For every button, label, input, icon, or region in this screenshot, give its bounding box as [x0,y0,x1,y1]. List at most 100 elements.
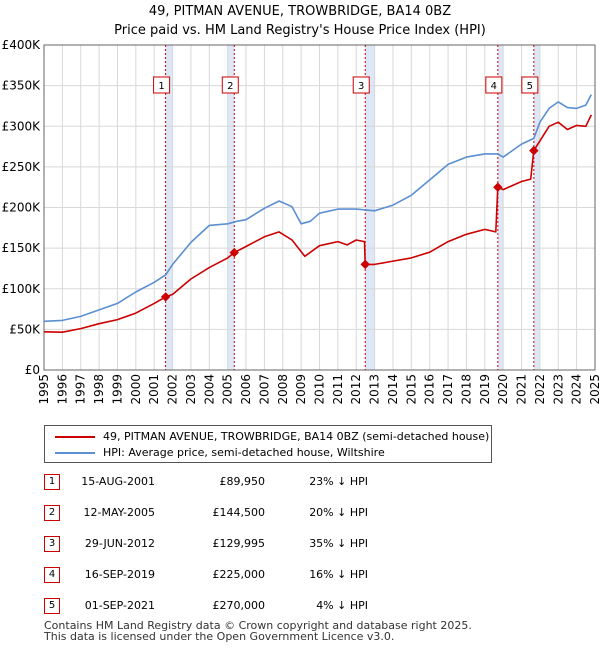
sale-marker-number: 2 [227,81,233,92]
x-tick-label: 2014 [386,374,400,405]
sale-marker-box [485,76,503,94]
y-tick-label: £200K [2,201,42,215]
property-price-line [43,114,593,333]
x-tick-label: 2002 [166,374,180,405]
sale-hpi-diff: 16% ↓ HPI [309,568,368,581]
x-tick-label: 2004 [202,374,216,405]
sale-marker-number: 1 [158,81,164,92]
sale-date: 15-AUG-2001 [81,475,155,488]
y-tick-labels: £0 £50K £100K £150K £200K £250K £300K £350K £400… [2,38,42,377]
sale-hpi-diff: 35% ↓ HPI [309,537,368,550]
x-tick-label: 2009 [294,374,308,405]
footer: Contains HM Land Registry data © Crown c… [44,620,472,642]
x-tick-label: 2003 [184,374,198,405]
y-tick-label: £150K [2,241,42,255]
sale-number-badge: 3 [44,536,60,552]
x-tick-label: 2024 [570,374,584,405]
x-tick-label: 2022 [533,374,547,405]
footer-copyright: Contains HM Land Registry data © Crown c… [44,619,472,632]
sale-marker-box [521,76,539,94]
x-tick-labels: 1995 1996 1997 1998 1999 2000 2001 2002 2003 2004… [37,374,600,405]
x-tick-label: 2021 [515,374,529,405]
sale-row: 2 12-MAY-2005 £144,500 20% ↓ HPI [0,503,600,523]
sale-price: £225,000 [212,568,266,581]
x-tick-label: 2006 [239,374,253,405]
x-tick-label: 1996 [55,374,69,405]
sale-row: 1 15-AUG-2001 £89,950 23% ↓ HPI [0,472,600,492]
plot-frame [43,44,596,371]
hpi-line [43,94,593,323]
chart-subtitle: Price paid vs. HM Land Registry's House … [114,23,486,38]
grid-lines [43,44,596,371]
x-tick-label: 2025 [588,374,600,405]
legend-swatch-hpi [55,452,95,454]
x-tick-label: 2007 [257,374,271,405]
footer-licence: This data is licensed under the Open Gov… [44,630,395,643]
x-tick-label: 2005 [221,374,235,405]
sale-row: 3 29-JUN-2012 £129,995 35% ↓ HPI [0,534,600,554]
x-tick-label: 1995 [37,374,51,405]
sale-price: £129,995 [212,537,266,550]
legend-label-property: 49, PITMAN AVENUE, TROWBRIDGE, BA14 0BZ … [103,430,490,443]
sale-point [229,247,239,258]
x-tick-label: 2008 [276,374,290,405]
series-lines [43,94,593,333]
x-tick-label: 2015 [404,374,418,405]
sale-point [493,182,503,192]
legend-swatch-property [55,436,95,438]
sale-points [160,145,539,302]
sale-hpi-diff: 4% ↓ HPI [316,599,368,612]
y-tick-label: £350K [2,79,42,93]
sale-marker-box [352,76,370,94]
y-tick-label: £50K [9,322,41,336]
legend: 49, PITMAN AVENUE, TROWBRIDGE, BA14 0BZ … [44,425,492,463]
y-tick-label: £300K [2,119,42,133]
sale-marker-number: 5 [527,81,533,92]
legend-item-property: 49, PITMAN AVENUE, TROWBRIDGE, BA14 0BZ … [55,429,489,445]
x-tick-label: 1999 [110,374,124,405]
sale-marker-box [221,76,239,94]
x-tick-label: 2001 [147,374,161,405]
x-tick-label: 2017 [441,374,455,405]
x-tick-label: 2020 [496,374,510,405]
sale-number-badge: 4 [44,567,60,583]
legend-item-hpi: HPI: Average price, semi-detached house,… [55,445,385,461]
x-tick-label: 2023 [551,374,565,405]
y-tick-label: £100K [2,282,42,296]
sale-row: 4 16-SEP-2019 £225,000 16% ↓ HPI [0,565,600,585]
sale-number-badge: 5 [44,598,60,614]
sale-date: 01-SEP-2021 [84,599,155,612]
x-tick-label: 2019 [478,374,492,405]
x-tick-label: 1997 [74,374,88,405]
x-tick-label: 2000 [129,374,143,405]
sale-price: £144,500 [212,506,266,519]
sale-point [529,145,539,156]
x-tick-label: 2011 [331,374,345,405]
sale-marker-labels: 1 2 3 4 5 [153,76,539,94]
x-tick-label: 1998 [92,374,106,405]
legend-label-hpi: HPI: Average price, semi-detached house,… [103,446,385,459]
chart-title: 49, PITMAN AVENUE, TROWBRIDGE, BA14 0BZ [148,4,452,19]
sale-price: £89,950 [219,475,266,488]
x-tick-label: 2016 [423,374,437,405]
sale-hpi-diff: 20% ↓ HPI [309,506,368,519]
sale-point [160,292,171,302]
sale-hpi-diff: 23% ↓ HPI [309,475,368,488]
sale-number-badge: 1 [44,474,60,490]
price-chart: 1 2 3 4 5 £0 £50K £100K £150K £200K £250K £300K £35… [2,38,600,405]
sale-date: 16-SEP-2019 [84,568,155,581]
y-tick-label: £400K [2,38,42,52]
y-tick-label: £250K [2,160,42,174]
x-tick-label: 2013 [368,374,382,405]
sale-point [360,259,370,270]
x-tick-label: 2012 [349,374,363,405]
sale-number-badge: 2 [44,505,60,521]
x-tick-label: 2018 [459,374,473,405]
chart-title-block: 49, PITMAN AVENUE, TROWBRIDGE, BA14 0BZ … [0,2,600,40]
sale-row: 5 01-SEP-2021 £270,000 4% ↓ HPI [0,596,600,616]
sale-marker-box [153,76,171,94]
sale-marker-number: 3 [358,81,364,92]
sale-marker-number: 4 [491,81,497,92]
sale-date: 12-MAY-2005 [83,506,155,519]
sale-date: 29-JUN-2012 [84,537,155,550]
